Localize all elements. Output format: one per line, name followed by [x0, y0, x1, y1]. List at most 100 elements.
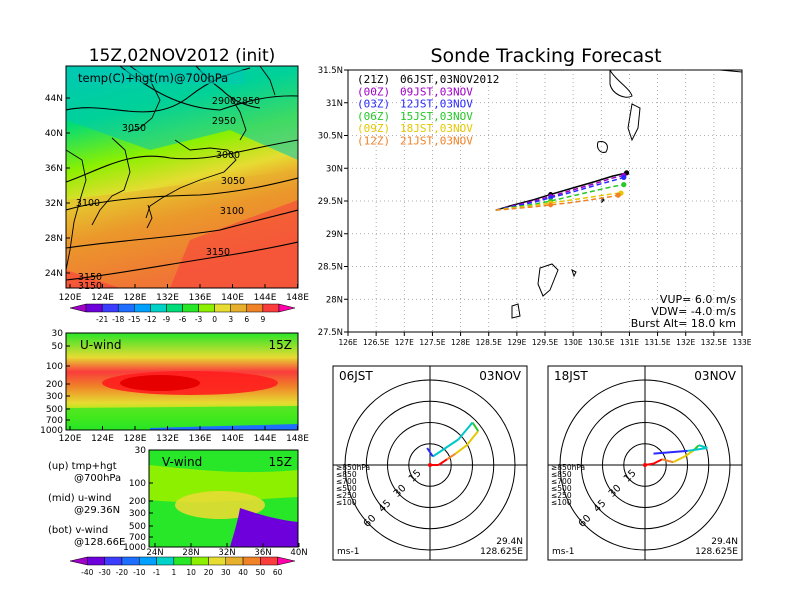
polar-level-label: ≤100 [551, 498, 572, 507]
tracking-map: (21Z) 06JST,03NOV2012 (00Z) 09JST,03NOV (03Z… [318, 66, 752, 347]
colorbar-label: 60 [273, 568, 283, 577]
map-lat-ticks: 44N 40N 36N 32N 28N 24N [45, 94, 70, 279]
colorbar-swatch [166, 303, 183, 313]
track-lon-label: 129E [507, 338, 526, 347]
track-lat-label: 31N [326, 99, 343, 109]
hodograph-segment [471, 421, 479, 432]
colorbar-label: -20 [116, 568, 128, 577]
colorbar-swatch [101, 303, 119, 313]
colorbar-label: 1 [171, 568, 176, 577]
track-lon-label: 131E [620, 338, 639, 347]
colorbar-swatch [173, 556, 192, 566]
colorbar-label: 9 [260, 315, 265, 324]
u-p-label: 200 [46, 380, 63, 390]
panel-notes: (up) tmp+hgt @700hPa (mid) u-wind @29.36… [48, 461, 125, 548]
hodograph-segment [653, 449, 688, 455]
polar-level-label: ≤700 [336, 477, 357, 486]
legend-code: (09Z) [357, 122, 390, 135]
hodograph-segment [684, 450, 694, 458]
u-wind-title: U-wind [80, 338, 121, 352]
legend-code: (06Z) [357, 110, 390, 123]
polar-level-label: ≥850hPa [551, 463, 585, 472]
colorbar-swatch [208, 556, 227, 566]
note-up-2: @700hPa [74, 473, 121, 484]
legend-time: 18JST,03NOV [400, 122, 473, 135]
map-lon-label: 128E [124, 293, 147, 303]
legend-time: 09JST,03NOV [400, 85, 473, 98]
hodograph-segment [446, 452, 457, 461]
note-up-1: (up) tmp+hgt [48, 461, 117, 472]
track-lon-label: 133E [732, 338, 751, 347]
u-lon-label: 140E [221, 434, 244, 444]
legend-time: 15JST,03NOV [400, 110, 473, 123]
u-lon-label: 132E [156, 434, 179, 444]
colorbar-label: 20 [204, 568, 214, 577]
track-lat-label: 28.5N [318, 263, 343, 273]
polar-lat: 29.4N [711, 537, 738, 547]
colorbar-swatch [242, 556, 261, 566]
colorbar-label: -12 [144, 315, 156, 324]
contour-label: 3000 [216, 150, 240, 161]
sonde-params: VUP= 6.0 m/s VDW= -4.0 m/s Burst Alt= 18… [631, 293, 737, 330]
polar-date: 03NOV [479, 369, 521, 383]
track-lat-label: 28N [326, 295, 343, 305]
temperature-colorbar: -21 -18 -15 -12 -9 -6 -3 0 3 6 9 [69, 303, 296, 324]
u-p-label: 500 [46, 405, 63, 415]
colorbar-label: 3 [228, 315, 233, 324]
track-lat-ticks: 31.5N 31N 30.5N 30N 29.5N 29N 28.5N 28N 27.5N [318, 66, 348, 338]
colorbar-swatch [87, 556, 105, 566]
polar-level-label: ≤100 [336, 498, 357, 507]
track-lon-label: 126E [338, 338, 357, 347]
colorbar-swatch [182, 303, 199, 313]
track-line [495, 194, 619, 211]
u-p-label: 1000 [40, 426, 63, 436]
hodograph-origin [643, 463, 647, 467]
hodograph-segment [687, 447, 708, 452]
u-lon-label: 128E [124, 434, 147, 444]
colorbar-swatch [150, 303, 167, 313]
v-wind-time: 15Z [269, 455, 293, 469]
colorbar-swatch [277, 556, 296, 566]
colorbar-swatch [214, 303, 231, 313]
colorbar-label: -18 [112, 315, 124, 324]
note-bot-1: (bot) v-wind [48, 525, 108, 536]
polar-level-label: ≤500 [551, 484, 572, 493]
hodograph-segment [432, 438, 459, 458]
map-lat-label: 24N [45, 269, 63, 279]
polar-date: 03NOV [694, 369, 736, 383]
colorbar-label: 10 [186, 568, 196, 577]
u-p-label: 30 [52, 329, 64, 339]
v-lat-label: 32N [218, 548, 235, 558]
colorbar-label: 50 [256, 568, 266, 577]
u-lon-label: 148E [286, 434, 309, 444]
legend-code: (03Z) [357, 98, 390, 111]
hodograph-segment [426, 447, 434, 458]
v-p-label: 500 [129, 522, 146, 532]
u-lon-label: 136E [189, 434, 212, 444]
map-lon-label: 132E [156, 293, 179, 303]
map-lon-ticks: 120E 124E 128E 132E 136E 140E 144E 148E [59, 284, 309, 303]
map-lon-label: 144E [254, 293, 277, 303]
u-p-label: 300 [46, 392, 63, 402]
hodograph-segment [672, 455, 686, 464]
colorbar-label: 30 [221, 568, 231, 577]
track-line [495, 183, 624, 211]
polar-level-label: ≤850 [336, 470, 357, 479]
u-lon-label: 120E [59, 434, 82, 444]
map-lat-label: 40N [45, 129, 63, 139]
temperature-map: temp(C)+hgt(m)@700hPa 2900 2850 3050 2950 30… [45, 65, 309, 303]
v-p-label: 300 [129, 509, 146, 519]
colorbar-label: -3 [195, 315, 203, 324]
map-lat-label: 28N [45, 234, 63, 244]
colorbar-label: -1 [153, 568, 161, 577]
colorbar-swatch [156, 556, 175, 566]
colorbar-swatch [198, 303, 215, 313]
v-wind-title: V-wind [162, 455, 202, 469]
map-lat-label: 44N [45, 94, 63, 104]
legend-code: (00Z) [357, 85, 390, 98]
colorbar-swatch [85, 303, 103, 313]
hodograph-segment [661, 458, 674, 464]
track-lat-label: 29.5N [318, 197, 343, 207]
